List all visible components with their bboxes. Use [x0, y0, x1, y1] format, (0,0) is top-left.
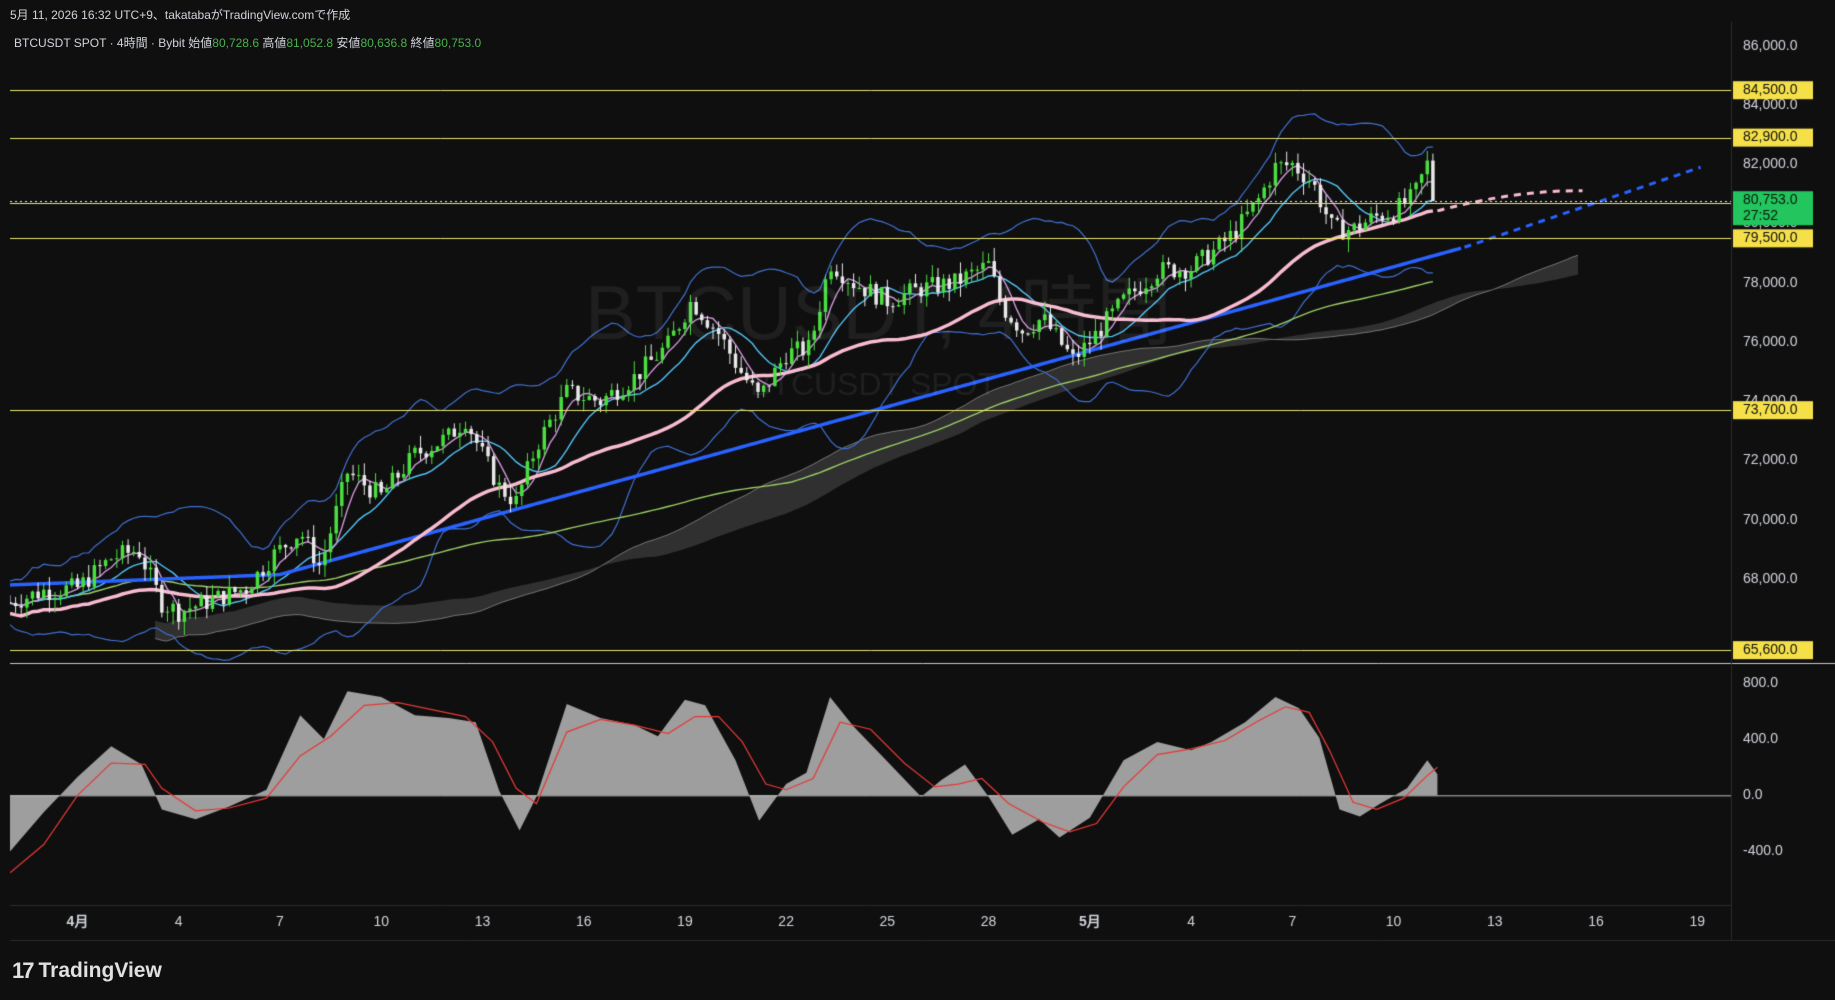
high-label: 高値: [262, 36, 287, 50]
open-value: 80,728.6: [212, 36, 259, 50]
low-value: 80,636.8: [360, 36, 408, 50]
close-label: 終値: [410, 36, 435, 50]
close-value: 80,753.0: [434, 36, 482, 50]
chart-caption: 5月 11, 2026 16:32 UTC+9、takatabaがTrading…: [10, 8, 351, 22]
high-value: 81,052.8: [286, 36, 334, 50]
tradingview-logo[interactable]: 17 TradingView: [12, 958, 162, 984]
tradingview-logo-icon: 17: [12, 958, 35, 983]
tradingview-logo-text: TradingView: [38, 959, 162, 982]
symbol-label: BTCUSDT SPOT · 4時間 · Bybit: [14, 36, 185, 50]
low-label: 安値: [336, 36, 361, 50]
ohlc-legend: BTCUSDT SPOT · 4時間 · Bybit 始値80,728.6 高値…: [14, 34, 481, 51]
open-label: 始値: [188, 36, 213, 50]
